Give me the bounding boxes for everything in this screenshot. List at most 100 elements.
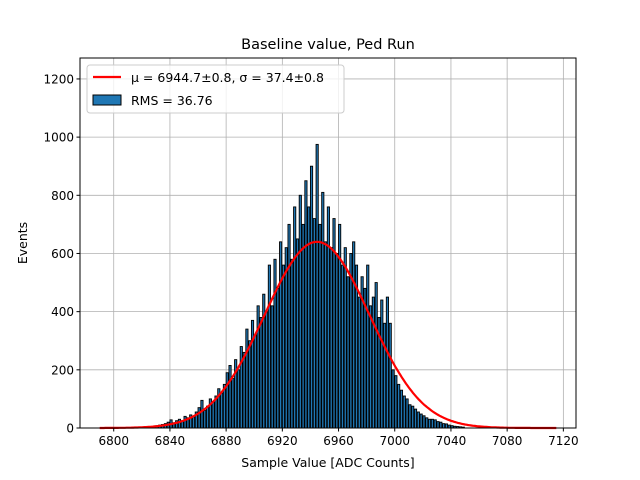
x-axis-label: Sample Value [ADC Counts]	[241, 455, 414, 470]
x-tick-label: 7080	[492, 434, 523, 448]
x-tick-label: 7000	[379, 434, 410, 448]
histogram-bar	[374, 282, 378, 429]
legend-rms-label: RMS = 36.76	[131, 93, 213, 108]
x-tick-label: 6800	[98, 434, 129, 448]
y-tick-label: 0	[66, 422, 74, 436]
histogram-bar	[312, 218, 316, 429]
histogram-bar	[220, 392, 224, 429]
histogram-bar	[352, 241, 356, 429]
histogram-bar	[183, 415, 187, 429]
histogram-bar	[211, 401, 215, 429]
x-tick-label: 6840	[155, 434, 186, 448]
histogram-bar	[203, 410, 207, 429]
histogram-bar	[436, 421, 440, 429]
x-tick-label: 7120	[548, 434, 579, 448]
histogram-bar	[259, 317, 263, 429]
histogram-bar	[231, 378, 235, 429]
histogram-bar	[430, 418, 434, 429]
histogram-bar	[228, 365, 232, 429]
histogram-bar	[383, 322, 387, 429]
y-tick-label: 1000	[43, 131, 74, 145]
histogram-bar	[416, 411, 420, 429]
histogram-bar	[318, 223, 322, 429]
gaussian-fit-curve	[99, 240, 557, 430]
histogram-bar	[338, 223, 342, 429]
histogram-bar	[298, 194, 302, 429]
chart-title: Baseline value, Ped Run	[241, 37, 415, 53]
histogram-bar	[242, 351, 246, 429]
legend: μ = 6944.7±0.8, σ = 37.4±0.8 RMS = 36.76	[86, 64, 345, 114]
x-tick-label: 6880	[211, 434, 242, 448]
x-tick-label: 6920	[267, 434, 298, 448]
histogram-bar	[402, 395, 406, 429]
histogram-bar	[343, 247, 347, 429]
histogram-bar	[248, 340, 252, 429]
histogram-bar	[307, 206, 311, 429]
histogram-bar	[413, 408, 418, 429]
histogram-bar	[397, 383, 401, 429]
histogram-bar	[279, 241, 283, 429]
histogram-bar	[422, 415, 426, 429]
histogram-bar	[425, 417, 429, 429]
histogram-bar	[346, 276, 350, 429]
histogram-bar	[321, 191, 325, 429]
histogram-bar	[433, 419, 437, 429]
histogram-bar	[324, 241, 328, 429]
histogram-bar	[335, 253, 339, 429]
histogram-bar	[388, 322, 392, 429]
histogram-bar	[191, 416, 196, 429]
histogram-bar	[197, 407, 201, 429]
y-tick-label: 1200	[43, 72, 74, 86]
y-tick-label: 400	[51, 305, 74, 319]
histogram-bar	[206, 405, 210, 429]
histogram-bar	[380, 299, 384, 429]
histogram-bar	[309, 165, 314, 429]
y-tick-label: 200	[51, 363, 74, 377]
x-tick-label: 7040	[436, 434, 467, 448]
histogram-bar	[439, 421, 443, 429]
histogram-bar	[419, 413, 423, 429]
legend-fit-label: μ = 6944.7±0.8, σ = 37.4±0.8	[131, 70, 324, 85]
histogram-bar	[295, 238, 300, 429]
histogram-bar	[304, 180, 308, 429]
legend-patch-swatch	[92, 94, 122, 106]
histogram-bar	[408, 404, 412, 429]
histogram-bar	[200, 399, 204, 429]
histogram-bar	[366, 264, 370, 429]
histogram-bar	[236, 369, 241, 429]
histogram-bar	[385, 296, 389, 429]
histogram-bar	[371, 296, 375, 429]
histogram-bar	[301, 223, 305, 429]
y-tick-label: 800	[51, 189, 74, 203]
histogram-bar	[267, 264, 271, 429]
histogram-bar	[276, 287, 280, 429]
histogram-bar	[290, 258, 294, 429]
histogram-bar	[273, 258, 277, 429]
x-tick-label: 6960	[323, 434, 354, 448]
y-axis-label: Events	[15, 222, 30, 264]
histogram-bar	[444, 423, 448, 429]
histogram-bar	[405, 398, 409, 429]
histogram-bar	[411, 405, 415, 429]
histogram-bar	[326, 206, 330, 429]
histogram-bar	[399, 389, 404, 429]
axes-frame	[79, 57, 577, 429]
histogram-bar	[225, 372, 229, 429]
histogram-bar	[256, 305, 260, 429]
y-tick-label: 600	[51, 247, 74, 261]
histogram-bar	[253, 334, 257, 429]
histogram-bar	[329, 247, 333, 429]
histogram-bar	[270, 305, 274, 429]
histogram-bar	[391, 369, 395, 429]
histogram-bar	[369, 305, 373, 429]
histogram-bar	[340, 264, 345, 429]
histogram-bar	[293, 206, 297, 429]
histogram-bar	[357, 296, 361, 429]
histogram-bar	[281, 264, 285, 429]
histogram-bar	[265, 311, 269, 429]
histogram-bar	[394, 375, 398, 429]
histogram-bar	[428, 418, 432, 429]
histogram-bar	[287, 223, 291, 429]
legend-box	[86, 64, 345, 114]
